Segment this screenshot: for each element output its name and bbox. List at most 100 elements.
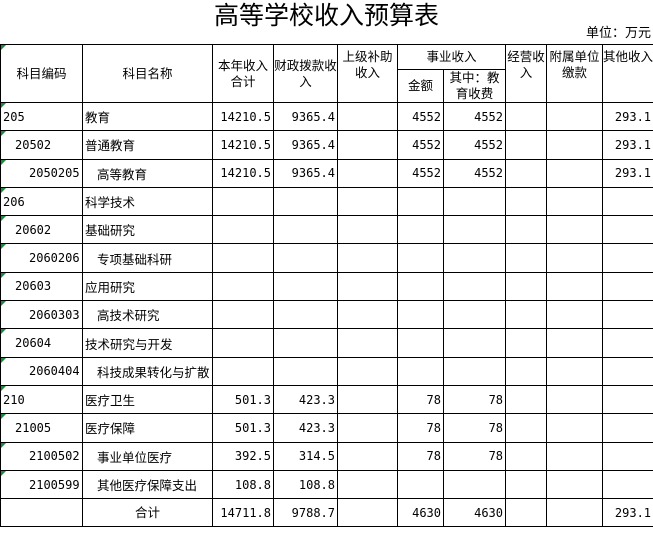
table-row: 205 教育 14210.5 9365.4 4552 4552 293.1	[0, 101, 653, 132]
row-edu	[442, 328, 507, 358]
row-fiscal	[273, 271, 338, 302]
row-other: 293.1	[602, 130, 653, 160]
row-other	[602, 413, 653, 443]
row-other	[602, 384, 653, 415]
row-edu: 78	[442, 384, 507, 415]
row-name: 科学技术	[82, 186, 213, 217]
row-name: 应用研究	[82, 271, 213, 302]
row-fiscal	[273, 215, 338, 245]
header-superior: 上级补助收入	[337, 44, 398, 103]
row-code: 2050205	[0, 158, 83, 188]
row-edu	[442, 271, 507, 302]
row-superior	[337, 158, 398, 188]
row-edu	[442, 300, 507, 330]
row-affiliated	[546, 441, 604, 471]
row-total	[212, 356, 274, 386]
header-total: 本年收入合计	[212, 44, 274, 103]
row-amount: 78	[397, 384, 444, 415]
row-code: 2060206	[0, 243, 83, 273]
row-total	[212, 271, 274, 302]
row-total: 14210.5	[212, 130, 274, 160]
row-affiliated	[546, 158, 604, 188]
row-total: 14210.5	[212, 101, 274, 132]
row-name: 医疗卫生	[82, 384, 213, 415]
row-code: 20502	[0, 130, 83, 160]
table-row: 20602 基础研究	[0, 215, 653, 245]
row-other	[602, 328, 653, 358]
row-name: 基础研究	[82, 215, 213, 245]
row-other	[602, 356, 653, 386]
row-other	[602, 215, 653, 245]
row-fiscal: 423.3	[273, 384, 338, 415]
row-name: 技术研究与开发	[82, 328, 213, 358]
row-edu	[442, 469, 507, 500]
row-name: 医疗保障	[82, 413, 213, 443]
row-amount: 4552	[397, 130, 444, 160]
row-superior	[337, 441, 398, 471]
table-row: 210 医疗卫生 501.3 423.3 78 78	[0, 384, 653, 415]
row-affiliated	[546, 215, 604, 245]
row-superior	[337, 186, 398, 217]
row-total	[212, 300, 274, 330]
row-affiliated	[546, 130, 604, 160]
row-code: 210	[0, 384, 83, 415]
row-total	[212, 243, 274, 273]
row-code: 2060303	[0, 300, 83, 330]
row-code: 2060404	[0, 356, 83, 386]
row-name: 事业单位医疗	[82, 441, 213, 471]
table-row: 2060404 科技成果转化与扩散	[0, 356, 653, 386]
row-code: 205	[0, 101, 83, 132]
row-other: 293.1	[602, 101, 653, 132]
row-other	[602, 186, 653, 217]
row-amount: 4552	[397, 158, 444, 188]
table-row: 206 科学技术	[0, 186, 653, 217]
header-career-amount: 金额	[397, 69, 444, 103]
income-budget-table: 科目编码 科目名称 本年收入合计 财政拨款收入 上级补助收入 事业收入 经营收入…	[0, 44, 653, 528]
row-name: 高等教育	[82, 158, 213, 188]
total-row: 合计 14711.8 9788.7 4630 4630 293.1	[0, 498, 653, 528]
row-superior	[337, 384, 398, 415]
total-row-code	[0, 498, 83, 528]
row-affiliated	[546, 328, 604, 358]
row-name: 其他医疗保障支出	[82, 469, 213, 500]
row-fiscal	[273, 243, 338, 273]
row-total: 392.5	[212, 441, 274, 471]
header-operating: 经营收入	[505, 44, 548, 103]
row-affiliated	[546, 384, 604, 415]
row-amount	[397, 271, 444, 302]
row-edu: 78	[442, 413, 507, 443]
row-code: 2100502	[0, 441, 83, 471]
row-affiliated	[546, 300, 604, 330]
row-fiscal	[273, 356, 338, 386]
row-operating	[505, 469, 548, 500]
row-operating	[505, 441, 548, 471]
row-operating	[505, 101, 548, 132]
row-code: 20602	[0, 215, 83, 245]
row-amount	[397, 328, 444, 358]
row-affiliated	[546, 243, 604, 273]
header-name: 科目名称	[82, 44, 213, 103]
total-row-fiscal: 9788.7	[273, 498, 338, 528]
row-other	[602, 300, 653, 330]
row-name: 教育	[82, 101, 213, 132]
row-amount	[397, 300, 444, 330]
row-superior	[337, 243, 398, 273]
row-operating	[505, 215, 548, 245]
header-career: 事业收入	[396, 44, 507, 70]
row-edu	[442, 215, 507, 245]
row-total	[212, 328, 274, 358]
row-affiliated	[546, 413, 604, 443]
row-operating	[505, 158, 548, 188]
table-row: 2060206 专项基础科研	[0, 243, 653, 273]
row-edu: 4552	[442, 158, 507, 188]
row-operating	[505, 130, 548, 160]
table-body: 205 教育 14210.5 9365.4 4552 4552 293.1 20502 普通教育…	[0, 101, 653, 500]
total-row-other: 293.1	[602, 498, 653, 528]
row-other	[602, 243, 653, 273]
table-row: 2100599 其他医疗保障支出 108.8 108.8	[0, 469, 653, 500]
row-operating	[505, 356, 548, 386]
table-row: 20502 普通教育 14210.5 9365.4 4552 4552 293.1	[0, 130, 653, 160]
row-fiscal: 423.3	[273, 413, 338, 443]
total-row-total: 14711.8	[212, 498, 274, 528]
row-affiliated	[546, 101, 604, 132]
